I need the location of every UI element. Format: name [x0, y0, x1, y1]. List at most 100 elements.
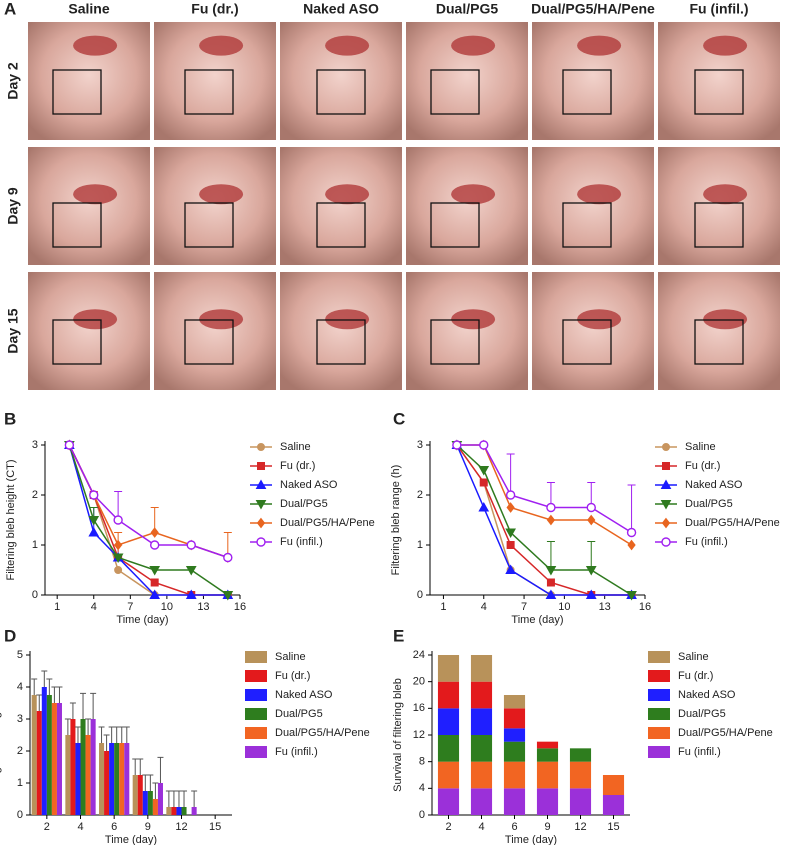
bar — [70, 719, 76, 815]
x-tick-label: 10 — [558, 601, 570, 613]
bar — [46, 695, 52, 815]
bar-segment — [569, 748, 592, 762]
region-box — [316, 69, 366, 115]
photo — [406, 272, 528, 390]
y-tick-label: 3 — [17, 713, 23, 725]
x-tick-label: 13 — [197, 601, 209, 613]
legend-marker — [255, 500, 267, 510]
point — [150, 527, 159, 538]
point — [587, 514, 596, 526]
legend-swatch — [648, 689, 670, 701]
error-bar — [142, 774, 149, 791]
legend-label: Saline — [678, 651, 709, 663]
point — [627, 539, 636, 551]
bar — [119, 743, 125, 815]
point — [186, 540, 196, 550]
y-tick-label: 4 — [419, 782, 425, 794]
legend-swatch — [245, 746, 267, 758]
point — [545, 589, 557, 599]
x-axis-label: Time (day) — [505, 834, 557, 845]
photo-pupil — [451, 184, 496, 205]
legend-swatch — [245, 689, 267, 701]
x-tick-label: 6 — [511, 821, 517, 833]
point — [222, 591, 234, 601]
error-bar — [51, 686, 58, 703]
y-tick-label: 12 — [413, 729, 425, 741]
region-box — [52, 69, 102, 115]
point — [546, 502, 556, 513]
legend-label: Dual/PG5 — [280, 498, 328, 510]
bar — [90, 719, 96, 815]
error-bar — [170, 790, 177, 807]
y-tick-label: 2 — [417, 489, 423, 501]
panel-label: E — [393, 626, 404, 645]
x-tick-label: 12 — [175, 821, 187, 833]
y-axis-label: Filtering bleb height (CT) — [5, 459, 17, 580]
error-bar — [157, 756, 164, 783]
y-axis-label: Filtering bleb range (h) — [390, 465, 402, 576]
series-line — [68, 444, 229, 559]
bar-segment — [536, 788, 559, 815]
point — [113, 515, 123, 525]
legend-label: Naked ASO — [275, 689, 333, 701]
photo — [658, 272, 780, 390]
region-box — [184, 69, 234, 115]
bar-segment — [437, 708, 460, 735]
y-tick-label: 5 — [17, 649, 23, 661]
x-axis-label: Time (day) — [105, 834, 157, 845]
series-line — [456, 444, 632, 596]
point — [546, 514, 556, 526]
bar — [171, 807, 177, 815]
region-box — [562, 319, 612, 365]
row-label: Day 2 — [5, 62, 21, 100]
bar-segment — [602, 775, 625, 795]
photo-pupil — [703, 35, 748, 56]
legend-marker — [660, 500, 672, 510]
y-tick-label: 0 — [17, 809, 23, 821]
region-box — [52, 319, 102, 365]
photo — [28, 272, 150, 390]
legend-swatch — [648, 727, 670, 739]
photo-pupil — [703, 184, 748, 205]
y-tick-label: 0 — [419, 809, 425, 821]
bar — [41, 687, 47, 815]
legend-label: Saline — [280, 441, 311, 453]
y-tick-label: 20 — [413, 676, 425, 688]
point — [505, 528, 516, 539]
error-bar — [98, 726, 105, 743]
error-bar — [147, 774, 154, 791]
y-tick-label: 16 — [413, 702, 425, 714]
bar-segment — [470, 788, 493, 815]
point — [626, 527, 637, 538]
legend-swatch — [245, 708, 267, 720]
panel-label: D — [4, 626, 16, 645]
region-box — [184, 202, 234, 248]
photo — [28, 147, 150, 265]
point — [114, 566, 123, 574]
bar — [157, 783, 163, 815]
error-bar — [627, 484, 636, 533]
bar-segment — [437, 655, 460, 682]
bar-segment — [437, 788, 460, 815]
bar — [181, 807, 187, 815]
bar-segment — [503, 728, 526, 742]
error-bar — [114, 491, 123, 520]
column-header: Fu (infil.) — [689, 1, 748, 17]
bar — [166, 807, 172, 815]
legend-label: Naked ASO — [685, 479, 743, 491]
error-bar — [191, 790, 198, 807]
x-tick-label: 7 — [127, 601, 133, 613]
column-header: Dual/PG5 — [436, 1, 498, 17]
legend-label: Dual/PG5/HA/Pene — [685, 517, 780, 529]
region-box — [562, 69, 612, 115]
error-bar — [132, 758, 139, 775]
legend-swatch — [245, 651, 267, 663]
region-box — [562, 202, 612, 248]
bar — [124, 743, 130, 815]
panel-label: C — [393, 409, 405, 428]
point — [545, 566, 557, 576]
region-box — [430, 69, 480, 115]
error-bar — [103, 734, 110, 751]
error-bar — [46, 678, 53, 695]
legend-label: Fu (dr.) — [685, 460, 720, 472]
